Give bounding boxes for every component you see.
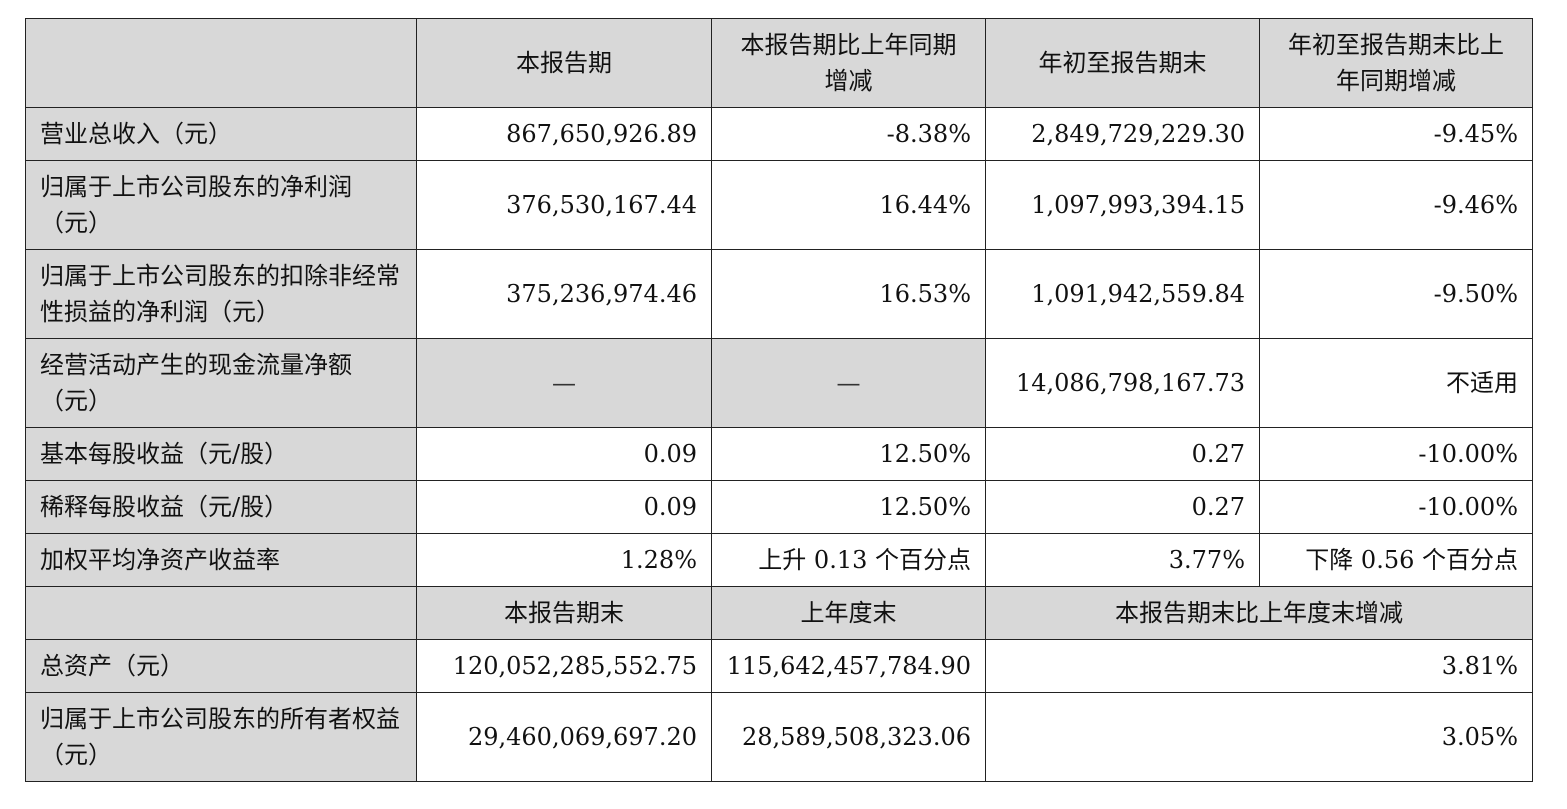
cell-value: 1.28%: [416, 533, 712, 587]
row-label: 营业总收入（元）: [25, 107, 417, 161]
cell-value: 0.09: [416, 480, 712, 534]
cell-value: 不适用: [1259, 338, 1533, 428]
cell-value: 867,650,926.89: [416, 107, 712, 161]
cell-value: 0.27: [985, 480, 1260, 534]
header-current-period: 本报告期: [416, 18, 712, 108]
cell-value: 12.50%: [711, 480, 986, 534]
row-label: 经营活动产生的现金流量净额（元）: [25, 338, 417, 428]
cell-value: —: [416, 338, 712, 428]
cell-value: 28,589,508,323.06: [711, 692, 986, 782]
cell-value: 3.77%: [985, 533, 1260, 587]
cell-value: 0.27: [985, 427, 1260, 481]
cell-value: 1,097,993,394.15: [985, 160, 1260, 250]
cell-value: 16.44%: [711, 160, 986, 250]
table-row: 归属于上市公司股东的所有者权益（元） 29,460,069,697.20 28,…: [25, 692, 1533, 782]
cell-value: 120,052,285,552.75: [416, 639, 712, 693]
cell-value: 3.81%: [985, 639, 1533, 693]
row-label: 归属于上市公司股东的净利润（元）: [25, 160, 417, 250]
table-row: 加权平均净资产收益率 1.28% 上升 0.13 个百分点 3.77% 下降 0…: [25, 533, 1533, 587]
cell-value: 12.50%: [711, 427, 986, 481]
header-period-end-vs-prior: 本报告期末比上年度末增减: [985, 586, 1533, 640]
header-corner: [25, 18, 417, 108]
row-label: 归属于上市公司股东的所有者权益（元）: [25, 692, 417, 782]
header-current-period-yoy: 本报告期比上年同期增减: [711, 18, 986, 108]
row-label: 总资产（元）: [25, 639, 417, 693]
cell-value: -9.50%: [1259, 249, 1533, 339]
cell-value: -8.38%: [711, 107, 986, 161]
header-ytd-yoy: 年初至报告期末比上年同期增减: [1259, 18, 1533, 108]
cell-value: -9.45%: [1259, 107, 1533, 161]
cell-value: -9.46%: [1259, 160, 1533, 250]
cell-value: 29,460,069,697.20: [416, 692, 712, 782]
cell-value: -10.00%: [1259, 480, 1533, 534]
row-label: 加权平均净资产收益率: [25, 533, 417, 587]
header2-corner: [25, 586, 417, 640]
table-row: 稀释每股收益（元/股） 0.09 12.50% 0.27 -10.00%: [25, 480, 1533, 534]
cell-value: 115,642,457,784.90: [711, 639, 986, 693]
table-row: 营业总收入（元） 867,650,926.89 -8.38% 2,849,729…: [25, 107, 1533, 161]
cell-value: 14,086,798,167.73: [985, 338, 1260, 428]
header-row: 本报告期 本报告期比上年同期增减 年初至报告期末 年初至报告期末比上年同期增减: [25, 18, 1533, 108]
cell-value: 376,530,167.44: [416, 160, 712, 250]
header-row-2: 本报告期末 上年度末 本报告期末比上年度末增减: [25, 586, 1533, 640]
cell-value: 0.09: [416, 427, 712, 481]
financial-table-container: 本报告期 本报告期比上年同期增减 年初至报告期末 年初至报告期末比上年同期增减 …: [25, 18, 1533, 782]
table-row: 归属于上市公司股东的净利润（元） 376,530,167.44 16.44% 1…: [25, 160, 1533, 250]
row-label: 稀释每股收益（元/股）: [25, 480, 417, 534]
table-row: 归属于上市公司股东的扣除非经常性损益的净利润（元） 375,236,974.46…: [25, 249, 1533, 339]
cell-value: -10.00%: [1259, 427, 1533, 481]
cell-value: 3.05%: [985, 692, 1533, 782]
cell-value: 16.53%: [711, 249, 986, 339]
financial-table: 本报告期 本报告期比上年同期增减 年初至报告期末 年初至报告期末比上年同期增减 …: [25, 18, 1533, 782]
table-row: 经营活动产生的现金流量净额（元） — — 14,086,798,167.73 不…: [25, 338, 1533, 428]
cell-value: 375,236,974.46: [416, 249, 712, 339]
cell-value: 1,091,942,559.84: [985, 249, 1260, 339]
header-prior-year-end: 上年度末: [711, 586, 986, 640]
table-row: 基本每股收益（元/股） 0.09 12.50% 0.27 -10.00%: [25, 427, 1533, 481]
row-label: 归属于上市公司股东的扣除非经常性损益的净利润（元）: [25, 249, 417, 339]
cell-value: —: [711, 338, 986, 428]
cell-value: 下降 0.56 个百分点: [1259, 533, 1533, 587]
row-label: 基本每股收益（元/股）: [25, 427, 417, 481]
header-period-end: 本报告期末: [416, 586, 712, 640]
header-ytd: 年初至报告期末: [985, 18, 1260, 108]
table-row: 总资产（元） 120,052,285,552.75 115,642,457,78…: [25, 639, 1533, 693]
cell-value: 2,849,729,229.30: [985, 107, 1260, 161]
cell-value: 上升 0.13 个百分点: [711, 533, 986, 587]
